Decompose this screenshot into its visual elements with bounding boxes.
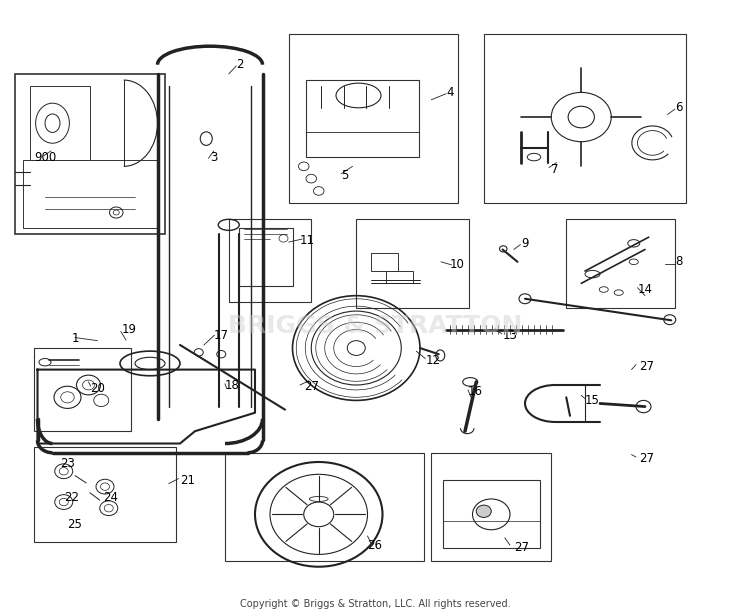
- Text: 17: 17: [214, 329, 229, 342]
- Bar: [15, 74, 165, 234]
- Circle shape: [476, 505, 491, 517]
- Text: 9: 9: [521, 237, 529, 250]
- Bar: [229, 219, 311, 302]
- Bar: [34, 447, 176, 542]
- Text: 18: 18: [225, 378, 240, 392]
- Text: 14: 14: [638, 283, 652, 296]
- Bar: [484, 34, 686, 203]
- Text: 6: 6: [675, 101, 682, 115]
- Text: 13: 13: [503, 329, 518, 342]
- Text: 27: 27: [514, 540, 529, 554]
- Text: 21: 21: [180, 474, 195, 487]
- Text: 27: 27: [639, 360, 654, 373]
- Text: 16: 16: [467, 384, 482, 398]
- Text: 4: 4: [446, 86, 454, 99]
- Text: 3: 3: [210, 150, 218, 164]
- Text: 24: 24: [103, 491, 118, 505]
- Text: 5: 5: [341, 169, 349, 182]
- Bar: [386, 271, 412, 283]
- Bar: [306, 80, 419, 157]
- Text: 22: 22: [64, 491, 79, 505]
- Text: 10: 10: [450, 258, 465, 272]
- Text: 1: 1: [71, 332, 79, 346]
- Bar: [225, 453, 424, 561]
- Bar: [566, 219, 675, 308]
- Text: 15: 15: [585, 394, 600, 407]
- Text: Copyright © Briggs & Stratton, LLC. All rights reserved.: Copyright © Briggs & Stratton, LLC. All …: [240, 599, 510, 609]
- Text: 2: 2: [236, 58, 244, 71]
- Text: 8: 8: [675, 255, 682, 269]
- Text: 900: 900: [34, 150, 56, 164]
- Bar: [34, 348, 131, 431]
- Text: 20: 20: [90, 381, 105, 395]
- Bar: [442, 480, 540, 548]
- Text: 26: 26: [368, 538, 382, 552]
- Text: 27: 27: [639, 452, 654, 466]
- Bar: [289, 34, 458, 203]
- Bar: [371, 253, 398, 271]
- Text: 19: 19: [122, 323, 136, 336]
- Text: 25: 25: [68, 518, 82, 532]
- Bar: [22, 160, 158, 228]
- Bar: [30, 86, 90, 160]
- Text: 27: 27: [304, 379, 319, 393]
- Text: 7: 7: [551, 163, 559, 176]
- Bar: [431, 453, 551, 561]
- Text: 12: 12: [426, 354, 441, 367]
- Text: 11: 11: [300, 233, 315, 247]
- Bar: [238, 228, 292, 286]
- Text: 23: 23: [60, 457, 75, 471]
- Bar: [356, 219, 469, 308]
- Text: BRIGGS & STRATTON: BRIGGS & STRATTON: [228, 315, 522, 338]
